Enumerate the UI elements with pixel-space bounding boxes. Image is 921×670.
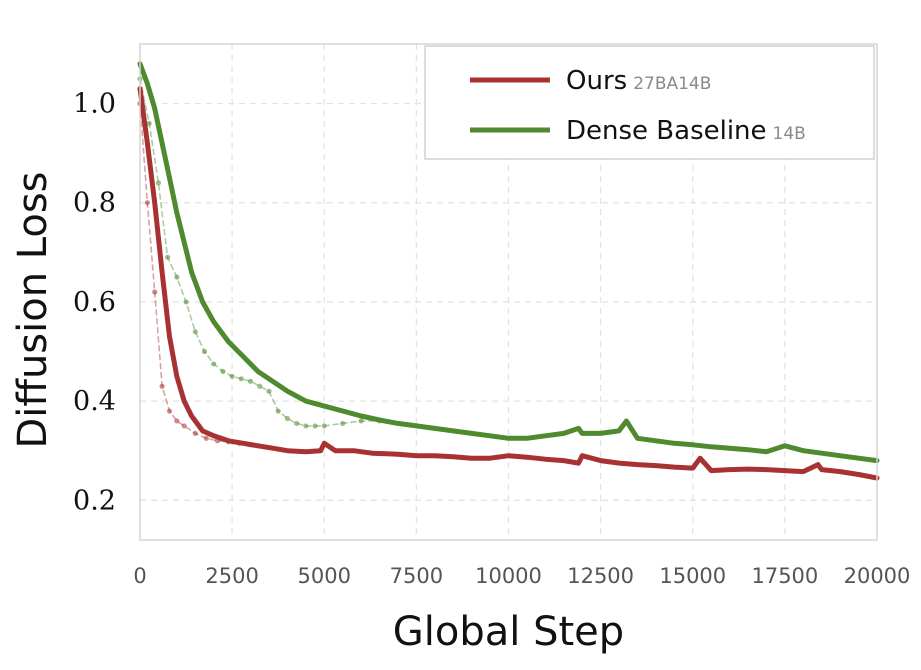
data-point-dense-raw [211, 361, 217, 367]
data-point-ours-raw [144, 200, 150, 206]
series-ours-raw [137, 100, 254, 448]
data-point-dense-raw [229, 373, 235, 379]
data-point-dense-raw [165, 254, 171, 260]
x-tick-label: 0 [133, 564, 146, 588]
data-point-dense-raw [358, 418, 364, 424]
data-point-dense-raw [238, 376, 244, 382]
data-point-dense-raw [247, 378, 254, 384]
series-dense-baseline [137, 61, 880, 464]
legend-box [424, 45, 875, 160]
x-tick-label: 7500 [390, 564, 443, 588]
data-point-dense-raw [201, 348, 208, 355]
legend: Ours 27BA14B Dense Baseline 14B [424, 45, 875, 160]
data-point-ours-raw [181, 423, 187, 429]
x-tick-label: 5000 [298, 564, 351, 588]
series-line-ours-raw [139, 102, 252, 446]
y-tick-labels: 0.2 0.4 0.6 0.8 1.0 [73, 89, 116, 517]
x-tick-labels: 0 2500 5000 7500 10000 12500 15000 17500 20000 [133, 564, 910, 588]
series-line-dense-baseline [137, 61, 880, 464]
data-point-dense-raw [155, 180, 162, 186]
x-tick-label: 17500 [751, 564, 818, 588]
data-point-dense-raw [192, 329, 198, 335]
y-tick-label: 1.0 [73, 89, 116, 120]
plot-frame [139, 43, 878, 541]
data-point-dense-raw [312, 423, 318, 429]
series-ours [137, 86, 880, 481]
data-point-dense-raw [294, 420, 300, 427]
data-point-ours-raw [152, 289, 158, 295]
x-tick-label: 15000 [659, 564, 726, 588]
y-tick-label: 0.6 [73, 287, 116, 318]
y-tick-label: 0.4 [73, 386, 116, 417]
y-tick-label: 0.2 [73, 485, 116, 516]
data-point-dense-raw [266, 388, 272, 394]
data-point-dense-raw [257, 383, 263, 389]
legend-label-ours: Ours 27BA14B [566, 66, 711, 96]
data-point-dense-raw [321, 423, 327, 429]
series-dense-raw [137, 76, 401, 429]
data-point-ours-raw [192, 430, 198, 436]
legend-label-ours-main: Ours [566, 66, 627, 96]
legend-label-ours-sub: 27BA14B [633, 74, 711, 94]
data-point-ours-raw [159, 383, 165, 389]
data-point-dense-raw [284, 415, 290, 422]
data-point-ours-raw [203, 435, 209, 441]
legend-label-dense-sub: 14B [773, 124, 806, 144]
series-layer [137, 61, 880, 481]
data-point-ours-raw [166, 408, 173, 414]
x-tick-label: 20000 [844, 564, 911, 588]
y-axis-title: Diffusion Loss [10, 171, 56, 448]
data-point-ours-raw [174, 418, 180, 424]
data-point-dense-raw [174, 274, 180, 280]
x-tick-label: 10000 [475, 564, 542, 588]
y-tick-label: 0.8 [73, 188, 116, 219]
data-point-dense-raw [303, 423, 309, 429]
legend-label-dense-main: Dense Baseline [566, 116, 767, 146]
x-tick-label: 2500 [205, 564, 258, 588]
data-point-dense-raw [275, 408, 281, 414]
series-line-ours [137, 86, 880, 481]
data-point-dense-raw [220, 368, 226, 374]
data-point-dense-raw [340, 420, 346, 427]
x-axis-title: Global Step [393, 609, 624, 655]
x-tick-label: 12500 [567, 564, 634, 588]
legend-label-dense-baseline: Dense Baseline 14B [566, 116, 806, 146]
data-point-dense-raw [146, 120, 152, 126]
data-point-dense-raw [183, 299, 189, 305]
